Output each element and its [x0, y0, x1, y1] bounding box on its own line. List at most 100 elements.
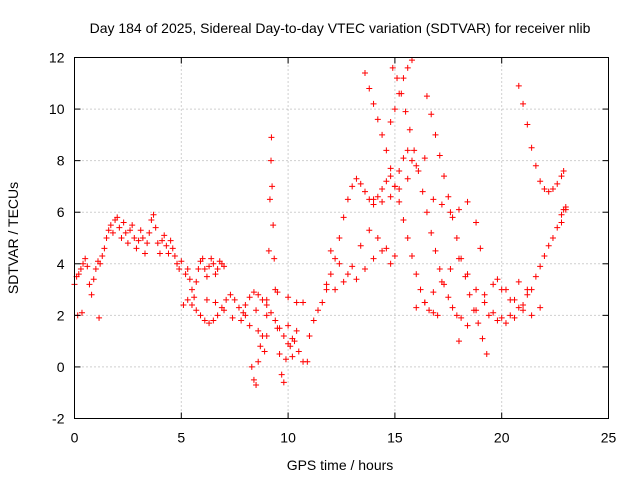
- data-point-marker: [197, 312, 204, 319]
- data-point-marker: [255, 327, 262, 334]
- data-point-marker: [361, 265, 368, 272]
- data-point-marker: [253, 307, 260, 314]
- data-point-marker: [272, 317, 279, 324]
- data-point-marker: [208, 255, 215, 262]
- data-point-marker: [379, 186, 386, 193]
- data-point-marker: [453, 312, 460, 319]
- data-point-marker: [221, 263, 228, 270]
- data-point-marker: [520, 100, 527, 107]
- data-point-marker: [379, 198, 386, 205]
- data-point-marker: [193, 278, 200, 285]
- data-point-marker: [445, 193, 452, 200]
- data-point-marker: [406, 126, 413, 133]
- data-point-marker: [114, 214, 121, 221]
- data-point-marker: [287, 343, 294, 350]
- data-point-marker: [349, 263, 356, 270]
- data-point-marker: [268, 134, 275, 141]
- y-tick-label: 12: [49, 50, 65, 66]
- data-point-marker: [327, 247, 334, 254]
- data-point-marker: [188, 302, 195, 309]
- data-point-marker: [344, 271, 351, 278]
- data-point-marker: [203, 273, 210, 280]
- data-point-marker: [464, 322, 471, 329]
- data-point-marker: [430, 309, 437, 316]
- data-point-marker: [396, 198, 403, 205]
- data-point-marker: [436, 152, 443, 159]
- data-point-marker: [90, 276, 97, 283]
- data-point-marker: [349, 183, 356, 190]
- data-point-marker: [411, 147, 418, 154]
- data-point-marker: [84, 263, 91, 270]
- data-point-marker: [558, 219, 565, 226]
- data-point-marker: [387, 173, 394, 180]
- data-point-marker: [332, 286, 339, 293]
- data-point-marker: [475, 320, 482, 327]
- data-point-marker: [477, 245, 484, 252]
- data-point-marker: [116, 224, 123, 231]
- data-point-marker: [304, 358, 311, 365]
- data-point-marker: [458, 314, 465, 321]
- data-point-marker: [387, 193, 394, 200]
- data-point-marker: [473, 219, 480, 226]
- data-point-marker: [554, 224, 561, 231]
- data-point-marker: [227, 291, 234, 298]
- data-point-marker: [379, 131, 386, 138]
- data-point-marker: [242, 302, 249, 309]
- data-point-marker: [229, 314, 236, 321]
- data-point-marker: [141, 250, 148, 257]
- data-point-marker: [549, 235, 556, 241]
- y-axis-title: SDTVAR / TECUs: [5, 182, 21, 294]
- data-point-marker: [426, 307, 433, 314]
- data-point-marker: [374, 235, 381, 241]
- data-point-marker: [82, 255, 89, 262]
- data-point-marker: [161, 232, 168, 239]
- data-point-marker: [86, 281, 93, 288]
- data-point-marker: [285, 294, 292, 301]
- data-point-marker: [285, 322, 292, 329]
- data-point-marker: [413, 162, 420, 169]
- data-point-marker: [494, 317, 501, 324]
- data-point-marker: [415, 167, 422, 174]
- data-point-marker: [490, 309, 497, 316]
- data-point-marker: [137, 227, 144, 234]
- data-point-marker: [466, 291, 473, 298]
- data-point-marker: [182, 271, 189, 278]
- data-point-marker: [99, 253, 106, 260]
- data-point-marker: [231, 296, 238, 303]
- data-point-marker: [438, 201, 445, 208]
- data-point-marker: [532, 162, 539, 169]
- data-point-marker: [524, 286, 531, 293]
- data-point-marker: [265, 247, 272, 254]
- data-point-marker: [421, 155, 428, 162]
- y-tick-label: 4: [57, 256, 65, 272]
- data-point-marker: [391, 106, 398, 113]
- data-point-marker: [154, 240, 161, 247]
- data-point-marker: [507, 296, 514, 303]
- data-point-marker: [430, 196, 437, 203]
- data-point-marker: [528, 144, 535, 151]
- x-tick-label: 20: [494, 430, 510, 446]
- data-point-marker: [404, 175, 411, 182]
- data-point-marker: [124, 240, 131, 247]
- data-point-marker: [560, 167, 567, 174]
- data-point-marker: [169, 245, 176, 252]
- data-point-marker: [361, 69, 368, 76]
- data-point-marker: [404, 64, 411, 71]
- data-point-marker: [319, 299, 326, 306]
- data-point-marker: [101, 245, 108, 252]
- data-point-marker: [148, 216, 155, 223]
- data-point-marker: [558, 211, 565, 218]
- data-point-marker: [180, 302, 187, 309]
- data-point-marker: [332, 255, 339, 262]
- data-point-marker: [259, 332, 266, 339]
- data-point-marker: [310, 317, 317, 324]
- chart-title: Day 184 of 2025, Sidereal Day-to-day VTE…: [90, 20, 591, 36]
- data-point-marker: [441, 173, 448, 180]
- data-point-marker: [473, 307, 480, 314]
- data-point-marker: [336, 235, 343, 241]
- data-point-marker: [455, 338, 462, 345]
- data-point-marker: [554, 180, 561, 187]
- data-point-marker: [387, 118, 394, 125]
- data-point-marker: [515, 82, 522, 89]
